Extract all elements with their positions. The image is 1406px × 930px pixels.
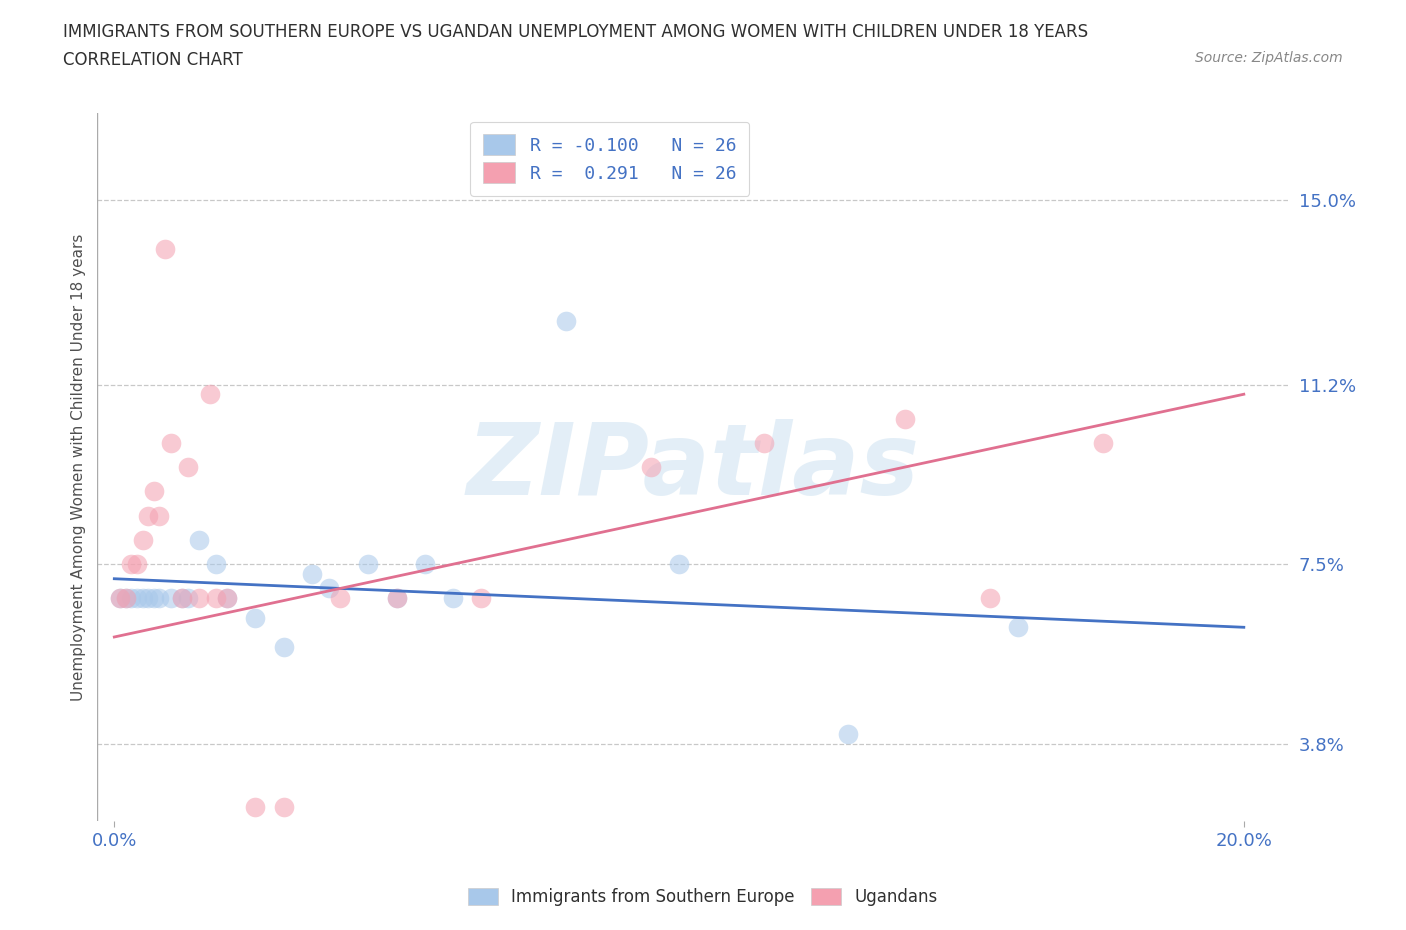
Legend: R = -0.100   N = 26, R =  0.291   N = 26: R = -0.100 N = 26, R = 0.291 N = 26 (471, 122, 749, 196)
Point (1091, 435, 1114, 450)
Point (1007, 619, 1029, 634)
Point (979, 591, 1001, 605)
Point (125, 557, 148, 572)
Point (205, 591, 228, 605)
Point (413, 557, 436, 572)
Point (357, 557, 380, 572)
Point (245, 610, 267, 625)
Point (177, 459, 200, 474)
Point (120, 591, 142, 605)
Point (205, 557, 228, 572)
Point (114, 591, 136, 605)
Point (385, 591, 408, 605)
Point (159, 435, 181, 450)
Point (837, 726, 859, 741)
Legend: Immigrants from Southern Europe, Ugandans: Immigrants from Southern Europe, Ugandan… (461, 881, 945, 912)
Point (668, 557, 690, 572)
Point (273, 639, 295, 654)
Text: CORRELATION CHART: CORRELATION CHART (63, 51, 243, 69)
Point (640, 459, 662, 474)
Text: IMMIGRANTS FROM SOUTHERN EUROPE VS UGANDAN UNEMPLOYMENT AMONG WOMEN WITH CHILDRE: IMMIGRANTS FROM SOUTHERN EUROPE VS UGAND… (63, 23, 1088, 41)
Point (318, 581, 340, 596)
Y-axis label: Unemployment Among Women with Children Under 18 years: Unemployment Among Women with Children U… (72, 233, 86, 700)
Point (441, 591, 464, 605)
Point (131, 591, 153, 605)
Point (136, 591, 159, 605)
Point (200, 387, 222, 402)
Point (217, 591, 239, 605)
Point (273, 800, 295, 815)
Point (245, 800, 267, 815)
Point (170, 591, 193, 605)
Point (385, 591, 408, 605)
Point (188, 591, 211, 605)
Point (752, 435, 775, 450)
Point (217, 591, 239, 605)
Point (114, 591, 136, 605)
Point (142, 591, 165, 605)
Point (153, 241, 176, 256)
Point (329, 591, 352, 605)
Point (148, 508, 170, 523)
Text: Source: ZipAtlas.com: Source: ZipAtlas.com (1195, 51, 1343, 65)
Point (125, 591, 148, 605)
Point (131, 533, 153, 548)
Point (894, 411, 917, 426)
Point (108, 591, 131, 605)
Point (170, 591, 193, 605)
Point (470, 591, 492, 605)
Text: ZIPatlas: ZIPatlas (467, 418, 920, 515)
Point (177, 591, 200, 605)
Point (142, 484, 165, 498)
Point (301, 566, 323, 581)
Point (120, 557, 142, 572)
Point (108, 591, 131, 605)
Point (555, 314, 578, 329)
Point (136, 508, 159, 523)
Point (159, 591, 181, 605)
Point (188, 533, 211, 548)
Point (148, 591, 170, 605)
